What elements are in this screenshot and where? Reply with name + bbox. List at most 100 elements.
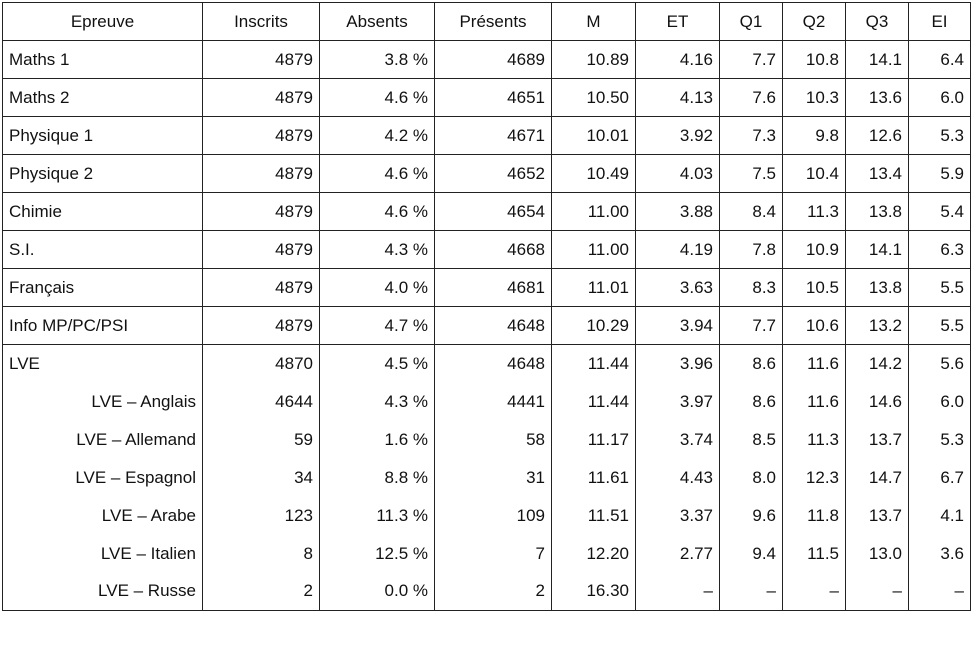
cell-q2: 11.3: [782, 192, 846, 231]
cell-inscrits: 4644: [202, 382, 320, 421]
cell-m: 11.44: [551, 382, 636, 421]
cell-q2: 10.8: [782, 40, 846, 79]
table-subrow: LVE – Arabe 123 11.3 % 109 11.51 3.37 9.6 11.8 1…: [2, 496, 971, 535]
cell-epreuve: LVE – Arabe: [2, 496, 203, 535]
cell-absents: 4.3 %: [319, 382, 435, 421]
cell-presents: 4654: [434, 192, 552, 231]
cell-ei: 4.1: [908, 496, 971, 535]
cell-inscrits: 4870: [202, 344, 320, 383]
cell-m: 10.50: [551, 78, 636, 117]
cell-q1: 9.4: [719, 534, 783, 573]
cell-presents: 4648: [434, 344, 552, 383]
cell-q3: 13.8: [845, 268, 909, 307]
cell-m: 12.20: [551, 534, 636, 573]
table-row: LVE 4870 4.5 % 4648 11.44 3.96 8.6 11.6 14.2 5.6: [2, 344, 971, 383]
cell-ei: 3.6: [908, 534, 971, 573]
cell-absents: 4.2 %: [319, 116, 435, 155]
cell-q3: 14.7: [845, 458, 909, 497]
cell-q2: 11.3: [782, 420, 846, 459]
table-row: Maths 1 4879 3.8 % 4689 10.89 4.16 7.7 10.8 14.1…: [2, 40, 971, 79]
header-row: Epreuve Inscrits Absents Présents M ET Q…: [2, 2, 971, 41]
cell-ei: 5.3: [908, 116, 971, 155]
cell-m: 16.30: [551, 572, 636, 611]
cell-et: 3.37: [635, 496, 720, 535]
cell-et: 3.88: [635, 192, 720, 231]
cell-q1: 7.7: [719, 40, 783, 79]
cell-epreuve: LVE: [2, 344, 203, 383]
cell-presents: 58: [434, 420, 552, 459]
cell-inscrits: 4879: [202, 306, 320, 345]
cell-absents: 3.8 %: [319, 40, 435, 79]
table-subrow: LVE – Russe 2 0.0 % 2 16.30– – – – –: [2, 572, 971, 611]
table-row: S.I. 4879 4.3 % 4668 11.00 4.19 7.8 10.9 14.1 6.3: [2, 230, 971, 269]
cell-presents: 4668: [434, 230, 552, 269]
cell-epreuve: Maths 1: [2, 40, 203, 79]
cell-q2: 10.4: [782, 154, 846, 193]
cell-q1: 8.6: [719, 382, 783, 421]
cell-epreuve: LVE – Anglais: [2, 382, 203, 421]
cell-absents: 11.3 %: [319, 496, 435, 535]
cell-presents: 4441: [434, 382, 552, 421]
cell-q3: 13.0: [845, 534, 909, 573]
cell-q2: 9.8: [782, 116, 846, 155]
cell-et: 4.16: [635, 40, 720, 79]
cell-q2: 10.5: [782, 268, 846, 307]
cell-q1: 8.6: [719, 344, 783, 383]
cell-epreuve: LVE – Russe: [2, 572, 203, 611]
cell-q2: 11.6: [782, 344, 846, 383]
table-row: Physique 1 4879 4.2 % 4671 10.01 3.92 7.3 9.8 12…: [2, 116, 971, 155]
cell-absents: 4.7 %: [319, 306, 435, 345]
cell-absents: 12.5 %: [319, 534, 435, 573]
header-et: ET: [635, 2, 720, 41]
table-row: Info MP/PC/PSI 4879 4.7 % 4648 10.29 3.94 7.7 1…: [2, 306, 971, 345]
cell-ei: 6.4: [908, 40, 971, 79]
cell-presents: 109: [434, 496, 552, 535]
cell-q3: 13.8: [845, 192, 909, 231]
cell-presents: 7: [434, 534, 552, 573]
cell-q3: 12.6: [845, 116, 909, 155]
cell-ei: 6.3: [908, 230, 971, 269]
results-table: Epreuve Inscrits Absents Présents M ET Q…: [2, 2, 971, 611]
cell-presents: 4671: [434, 116, 552, 155]
cell-m: 10.89: [551, 40, 636, 79]
cell-ei: 5.6: [908, 344, 971, 383]
cell-inscrits: 8: [202, 534, 320, 573]
cell-q1: 9.6: [719, 496, 783, 535]
cell-inscrits: 34: [202, 458, 320, 497]
table-subrow: LVE – Anglais 4644 4.3 % 4441 11.44 3.97 8.6 11…: [2, 382, 971, 421]
header-absents: Absents: [319, 2, 435, 41]
cell-ei: –: [908, 572, 971, 611]
cell-m: 11.00: [551, 192, 636, 231]
cell-q3: 14.2: [845, 344, 909, 383]
cell-absents: 8.8 %: [319, 458, 435, 497]
cell-q2: 10.6: [782, 306, 846, 345]
cell-absents: 4.6 %: [319, 78, 435, 117]
cell-inscrits: 4879: [202, 268, 320, 307]
header-epreuve: Epreuve: [2, 2, 203, 41]
cell-inscrits: 4879: [202, 230, 320, 269]
cell-inscrits: 4879: [202, 40, 320, 79]
cell-epreuve: Chimie: [2, 192, 203, 231]
cell-q3: 14.1: [845, 230, 909, 269]
header-inscrits: Inscrits: [202, 2, 320, 41]
cell-q1: 8.3: [719, 268, 783, 307]
table-subrow: LVE – Italien 8 12.5 % 7 12.20 2.77 9.4 11.5 13.…: [2, 534, 971, 573]
header-ei: EI: [908, 2, 971, 41]
cell-presents: 31: [434, 458, 552, 497]
cell-q2: –: [782, 572, 846, 611]
cell-absents: 4.6 %: [319, 154, 435, 193]
header-q2: Q2: [782, 2, 846, 41]
cell-et: 3.74: [635, 420, 720, 459]
cell-q1: 8.5: [719, 420, 783, 459]
cell-inscrits: 59: [202, 420, 320, 459]
cell-epreuve: S.I.: [2, 230, 203, 269]
cell-m: 11.51: [551, 496, 636, 535]
cell-m: 10.01: [551, 116, 636, 155]
cell-ei: 5.9: [908, 154, 971, 193]
cell-absents: 4.3 %: [319, 230, 435, 269]
cell-et: 3.63: [635, 268, 720, 307]
cell-m: 11.00: [551, 230, 636, 269]
cell-presents: 2: [434, 572, 552, 611]
cell-et: 3.94: [635, 306, 720, 345]
cell-ei: 6.0: [908, 382, 971, 421]
